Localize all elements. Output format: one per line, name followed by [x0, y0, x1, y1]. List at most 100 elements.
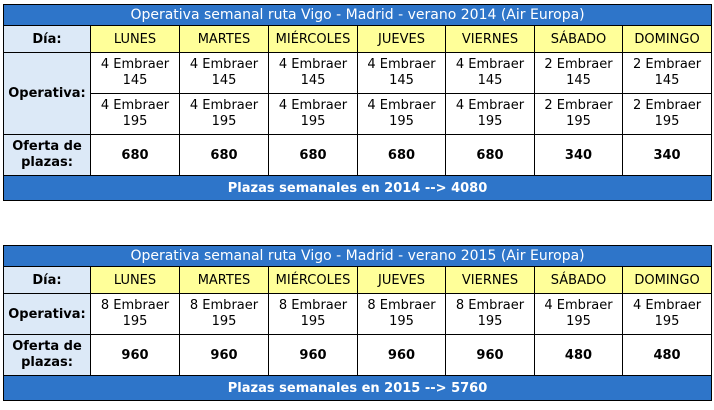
schedule-table-2015: Operativa semanal ruta Vigo - Madrid - v…	[2, 245, 713, 401]
aircraft-model: 195	[211, 314, 237, 329]
operativa-cell: 8 Embraer 195	[90, 293, 180, 335]
operativa-cell: 4 Embraer 145	[268, 52, 358, 94]
dia-label: Día:	[3, 25, 91, 53]
aircraft-count: 4 Embraer	[278, 57, 348, 72]
day-header: MIÉRCOLES	[268, 266, 358, 294]
aircraft-count: 4 Embraer	[100, 98, 170, 113]
aircraft-model: 145	[389, 73, 414, 88]
aircraft-model: 195	[122, 114, 148, 129]
aircraft-model: 195	[389, 114, 414, 129]
aircraft-count: 4 Embraer	[367, 98, 436, 113]
day-header: DOMINGO	[621, 266, 713, 294]
aircraft-count: 4 Embraer	[278, 98, 348, 113]
aircraft-count: 8 Embraer	[367, 298, 436, 313]
aircraft-model: 195	[300, 114, 326, 129]
day-header: VIERNES	[445, 266, 535, 294]
oferta-value: 960	[357, 334, 446, 376]
dia-label: Día:	[3, 266, 91, 294]
aircraft-count: 4 Embraer	[189, 98, 259, 113]
aircraft-count: 4 Embraer	[632, 298, 702, 313]
aircraft-count: 8 Embraer	[455, 298, 525, 313]
oferta-value: 680	[357, 134, 446, 176]
aircraft-model: 145	[300, 73, 326, 88]
title-row: Operativa semanal ruta Vigo - Madrid - v…	[2, 245, 713, 267]
aircraft-count: 4 Embraer	[455, 57, 525, 72]
aircraft-count: 8 Embraer	[100, 298, 170, 313]
aircraft-count: 4 Embraer	[189, 57, 259, 72]
oferta-value: 960	[90, 334, 180, 376]
weekly-total: Plazas semanales en 2015 --> 5760	[2, 375, 713, 401]
operativa-cell: 8 Embraer 195	[357, 293, 446, 335]
aircraft-count: 4 Embraer	[544, 298, 613, 313]
aircraft-model: 195	[477, 114, 503, 129]
aircraft-model: 145	[122, 73, 148, 88]
aircraft-model: 195	[300, 314, 326, 329]
aircraft-model: 195	[122, 314, 148, 329]
operativa-cell: 4 Embraer 195	[90, 93, 180, 135]
total-row: Plazas semanales en 2014 --> 4080	[2, 175, 713, 201]
day-header-row: Día: LUNES MARTES MIÉRCOLES JUEVES VIERN…	[3, 266, 713, 294]
aircraft-model: 145	[211, 73, 237, 88]
operativa-cell: 2 Embraer 195	[534, 93, 623, 135]
aircraft-model: 195	[654, 114, 680, 129]
aircraft-count: 2 Embraer	[544, 98, 613, 113]
aircraft-model: 195	[566, 114, 591, 129]
aircraft-model: 145	[477, 73, 503, 88]
oferta-value: 340	[621, 134, 713, 176]
operativa-cell: 8 Embraer 195	[179, 293, 269, 335]
aircraft-model: 145	[566, 73, 591, 88]
operativa-cell: 4 Embraer 195	[534, 293, 623, 335]
oferta-label-line: plazas:	[21, 355, 73, 370]
oferta-row: Oferta de plazas: 960 960 960 960 960 480…	[3, 334, 713, 376]
day-header: LUNES	[90, 266, 180, 294]
day-header: MIÉRCOLES	[268, 25, 358, 53]
day-header: SÁBADO	[534, 25, 623, 53]
operativa-cell: 4 Embraer 195	[179, 93, 269, 135]
operativa-cell: 4 Embraer 145	[445, 52, 535, 94]
oferta-value: 680	[445, 134, 535, 176]
aircraft-count: 2 Embraer	[632, 98, 702, 113]
total-row: Plazas semanales en 2015 --> 5760	[2, 375, 713, 401]
operativa-cell: 2 Embraer 195	[621, 93, 713, 135]
aircraft-count: 2 Embraer	[544, 57, 613, 72]
operativa-row-195: Operativa: 8 Embraer 195 8 Embraer 195 8 E…	[3, 293, 713, 335]
aircraft-count: 4 Embraer	[100, 57, 170, 72]
oferta-label-line: Oferta de	[12, 139, 82, 154]
table-title: Operativa semanal ruta Vigo - Madrid - v…	[2, 245, 713, 267]
aircraft-count: 8 Embraer	[189, 298, 259, 313]
operativa-cell: 2 Embraer 145	[621, 52, 713, 94]
oferta-value: 680	[268, 134, 358, 176]
oferta-label-line: Oferta de	[12, 339, 82, 354]
oferta-row: Oferta de plazas: 680 680 680 680 680 340…	[3, 134, 713, 176]
aircraft-model: 195	[211, 114, 237, 129]
oferta-value: 960	[268, 334, 358, 376]
day-header: SÁBADO	[534, 266, 623, 294]
operativa-cell: 4 Embraer 145	[357, 52, 446, 94]
oferta-value: 680	[90, 134, 180, 176]
aircraft-model: 145	[654, 73, 680, 88]
operativa-cell: 4 Embraer 145	[90, 52, 180, 94]
operativa-row-145: Operativa: 4 Embraer 145 4 Embraer 145 4 E…	[3, 52, 713, 135]
oferta-value: 480	[534, 334, 623, 376]
oferta-value: 960	[445, 334, 535, 376]
aircraft-model: 195	[389, 314, 414, 329]
operativa-cell: 8 Embraer 195	[268, 293, 358, 335]
operativa-cell: 2 Embraer 145	[534, 52, 623, 94]
operativa-cell: 4 Embraer 195	[445, 93, 535, 135]
oferta-label: Oferta de plazas:	[3, 334, 91, 376]
oferta-label: Oferta de plazas:	[3, 134, 91, 176]
day-header: JUEVES	[357, 266, 446, 294]
schedule-table-2014: Operativa semanal ruta Vigo - Madrid - v…	[2, 4, 713, 201]
day-header: MARTES	[179, 25, 269, 53]
operativa-cell: 8 Embraer 195	[445, 293, 535, 335]
operativa-label: Operativa:	[3, 293, 91, 335]
aircraft-count: 4 Embraer	[367, 57, 436, 72]
operativa-label: Operativa:	[3, 52, 91, 135]
table-title: Operativa semanal ruta Vigo - Madrid - v…	[2, 4, 713, 26]
operativa-row-195: 4 Embraer 195 4 Embraer 195 4 Embraer 195 4…	[4, 93, 713, 135]
aircraft-model: 195	[566, 314, 591, 329]
aircraft-count: 2 Embraer	[632, 57, 702, 72]
day-header-row: Día: LUNES MARTES MIÉRCOLES JUEVES VIERN…	[3, 25, 713, 53]
oferta-label-line: plazas:	[21, 155, 73, 170]
aircraft-model: 195	[477, 314, 503, 329]
